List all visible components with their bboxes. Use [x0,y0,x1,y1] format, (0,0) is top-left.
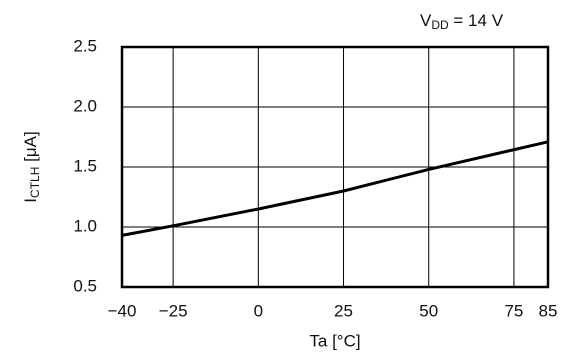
x-axis-label: Ta [°C] [309,331,360,350]
annotation-subscript: DD [431,18,449,32]
x-tick-label: 0 [254,301,263,320]
y-tick-label: 1.5 [73,156,97,175]
y-tick-label: 2.5 [73,36,97,55]
y-label-subscript: CTLH [28,167,42,198]
data-line [121,140,549,237]
plot-frame [120,45,550,289]
x-tick-label: 50 [419,301,438,320]
annotation: VDD = 14 V [420,11,504,32]
x-tick-label: 25 [334,301,353,320]
y-label-symbol: I [21,198,40,203]
y-tick-label: 1.0 [73,216,97,235]
x-tick-label: 75 [504,301,523,320]
y-tick-label: 0.5 [73,276,97,295]
x-tick-label: −40 [108,301,137,320]
x-tick-label: 85 [539,301,558,320]
annotation-symbol: V [420,11,432,30]
annotation-rest: = 14 V [449,11,504,30]
y-tick-label: 2.0 [73,96,97,115]
x-tick-label: −25 [159,301,188,320]
y-label-rest: [μA] [21,131,40,166]
y-axis-label: ICTLH [μA] [21,131,42,202]
